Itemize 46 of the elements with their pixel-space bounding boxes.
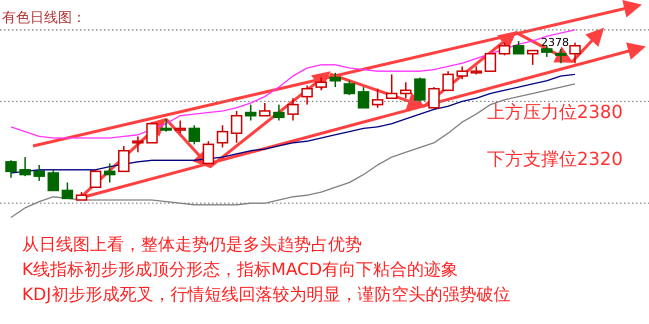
candlestick <box>48 169 60 192</box>
candlestick <box>216 124 228 148</box>
text: KDJ初步形成死叉，行情短线回落较为明显，谨防空头的强势破位 <box>22 285 510 305</box>
candlestick <box>569 42 581 64</box>
candlestick <box>541 45 553 58</box>
candlestick <box>400 82 412 99</box>
candlestick <box>498 42 510 56</box>
candlestick <box>344 80 356 96</box>
candlestick <box>146 121 158 144</box>
candlestick <box>414 76 426 102</box>
candlestick <box>202 140 214 164</box>
candlestick <box>160 118 172 132</box>
candlestick <box>132 136 144 154</box>
candlestick <box>33 164 45 182</box>
candlestick <box>315 76 327 92</box>
chart-title: 有色日线图： <box>2 10 86 26</box>
candlestick <box>244 104 256 122</box>
candlestick <box>174 120 186 134</box>
candlestick <box>386 74 398 99</box>
candlestick <box>118 145 130 172</box>
candlestick <box>259 102 271 116</box>
candlestick <box>526 50 538 66</box>
candlestick <box>90 169 102 188</box>
candlestick <box>230 110 242 144</box>
candlestick <box>428 86 440 109</box>
candlestick <box>62 182 74 200</box>
candlestick <box>555 48 567 64</box>
text: 从日线图上看，整体走势仍是多头趋势占优势 <box>22 235 362 255</box>
candlestick <box>484 52 496 72</box>
candlestick <box>188 124 200 146</box>
annotation: 下方支撑位2320 <box>487 149 623 170</box>
candlestick <box>273 104 285 122</box>
candlestick <box>512 40 524 54</box>
candlestick <box>5 160 17 178</box>
text: K线指标初步形成顶分形态，指标MACD有向下粘合的迹象 <box>22 260 458 280</box>
candlestick <box>442 70 454 92</box>
candlestick <box>372 88 384 109</box>
candlestick <box>330 72 342 88</box>
candlestick <box>358 86 370 109</box>
candlestick <box>287 97 299 122</box>
candlestick <box>456 66 468 80</box>
annotation: 2378 <box>541 36 569 49</box>
candlestick <box>104 162 116 184</box>
candlestick <box>301 84 313 106</box>
candlestick <box>19 156 31 177</box>
annotation: 上方压力位2380 <box>487 102 623 123</box>
